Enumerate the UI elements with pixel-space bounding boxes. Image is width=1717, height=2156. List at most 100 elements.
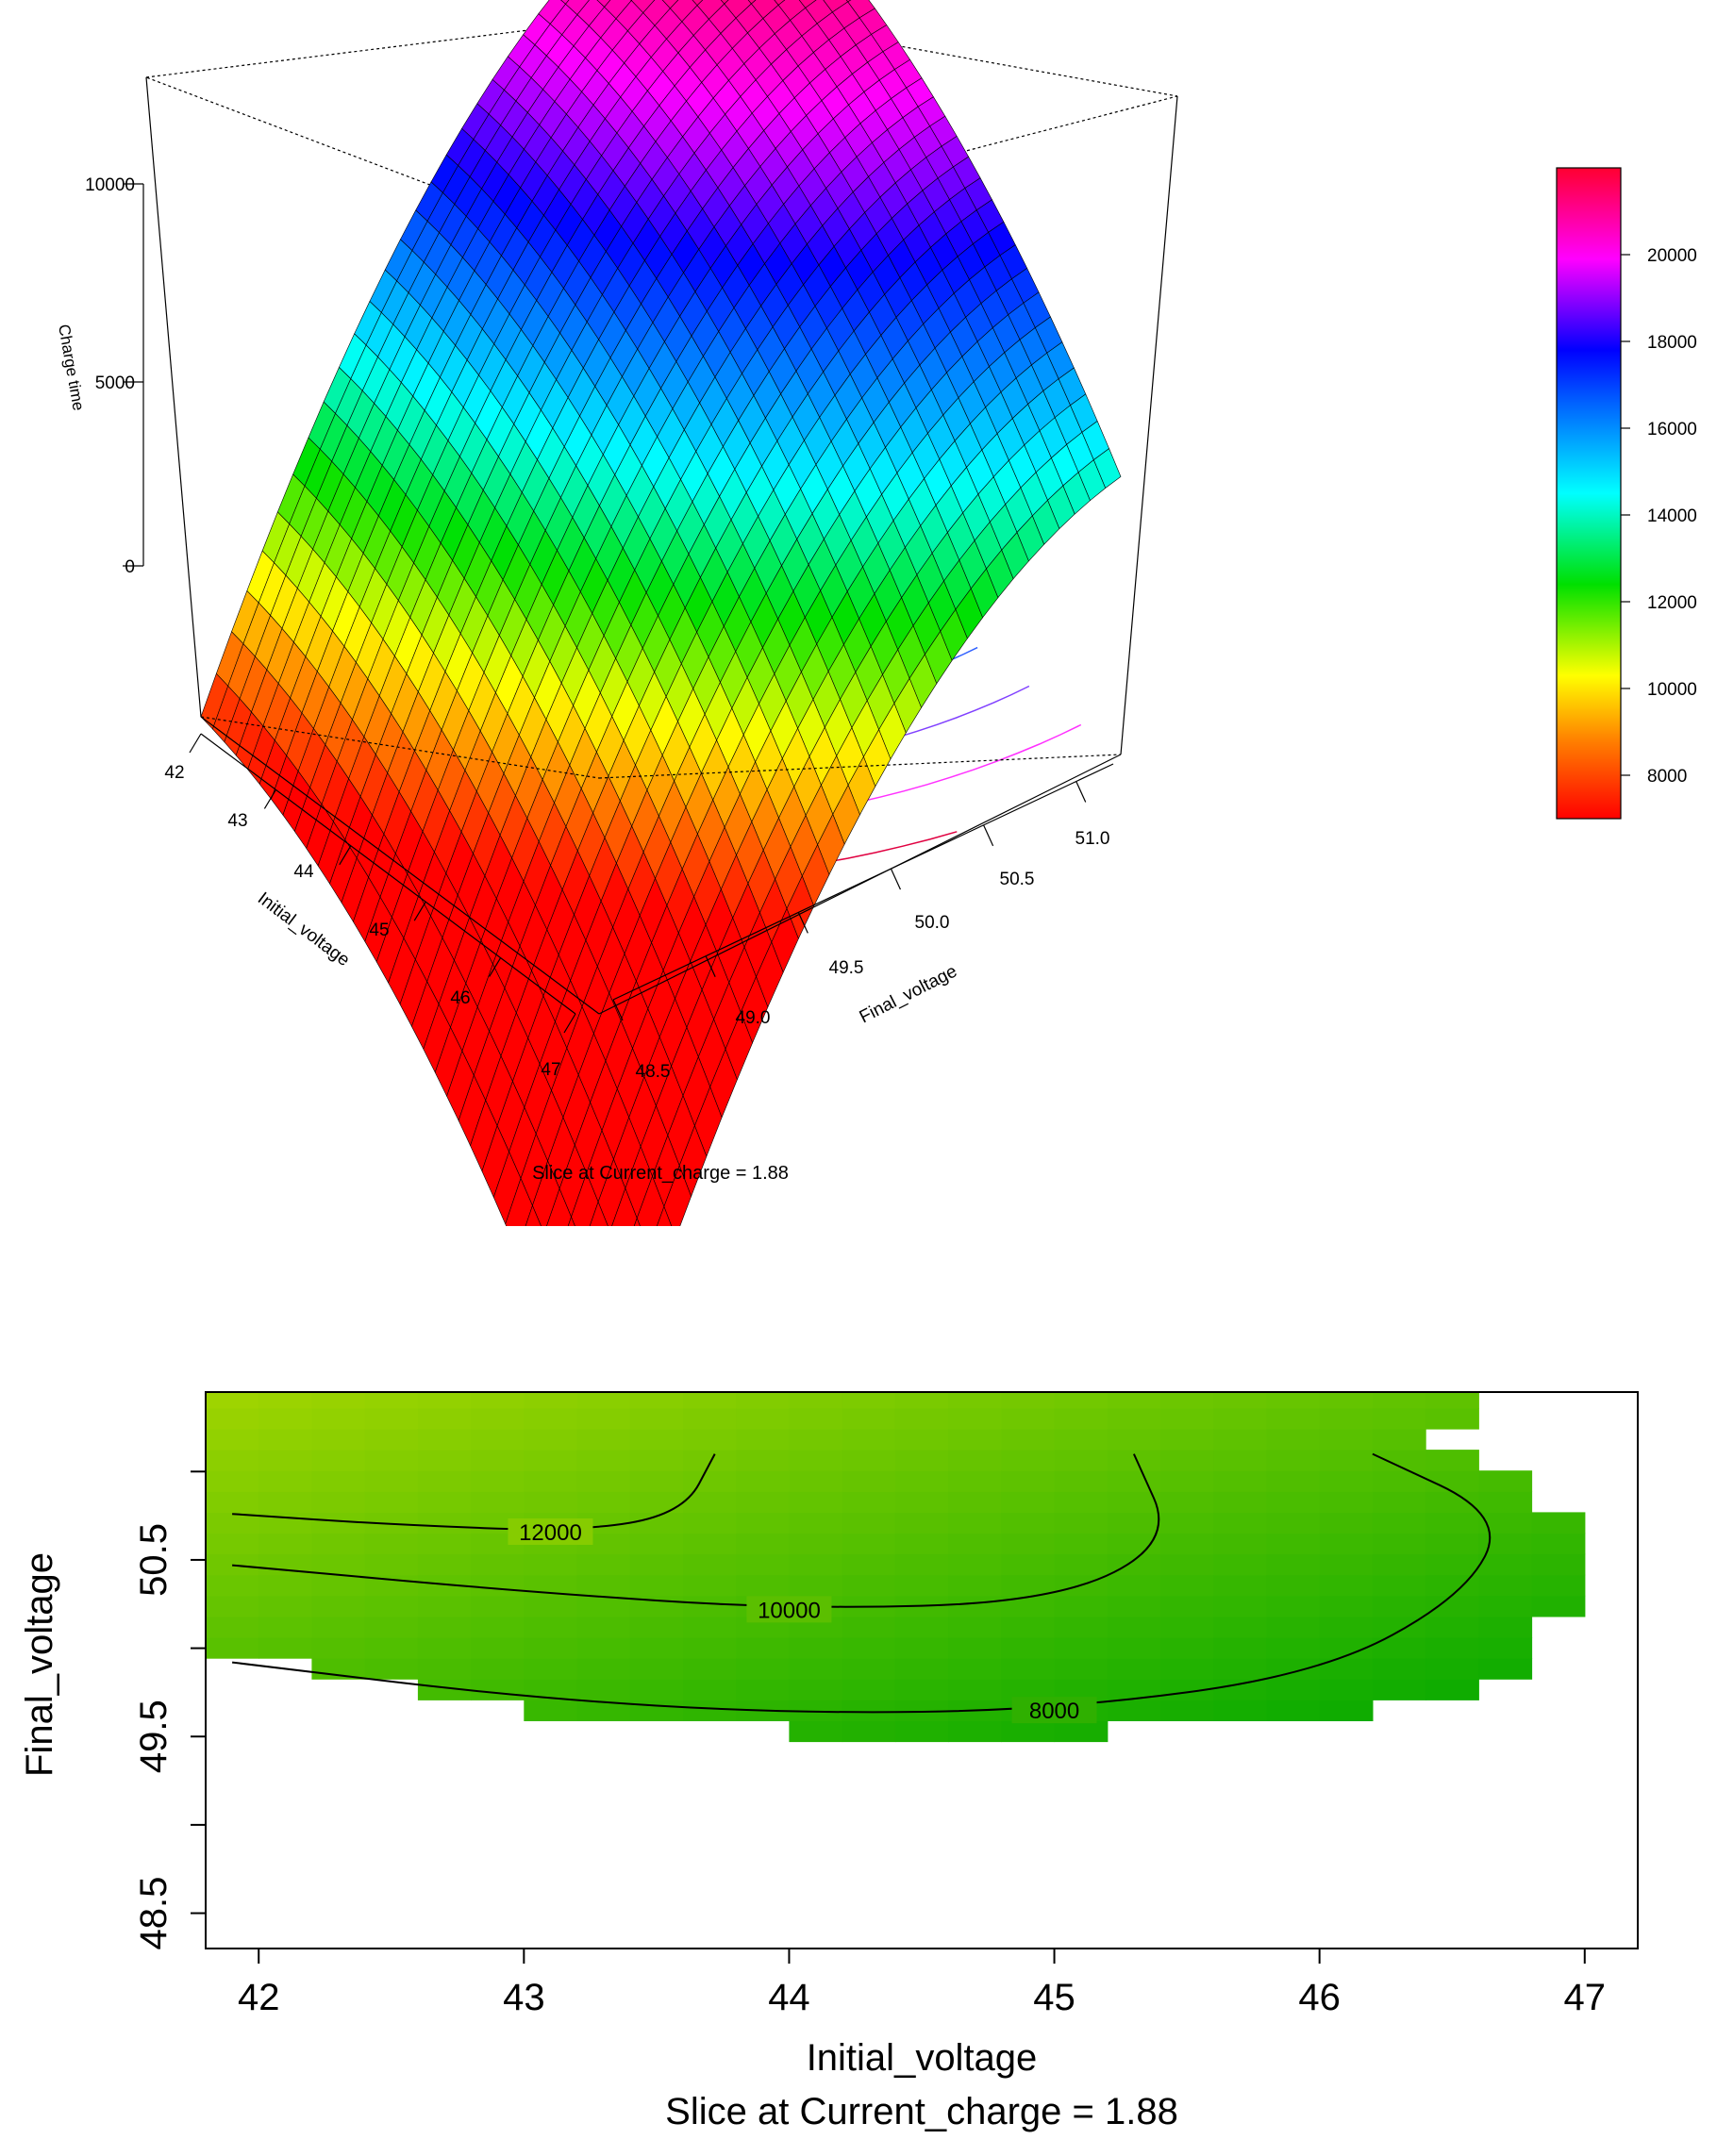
- contour-cell: [736, 1407, 790, 1430]
- contour-cell: [1266, 1450, 1321, 1471]
- contour-cell: [364, 1658, 419, 1680]
- contour-cell: [1107, 1700, 1161, 1721]
- contour-cell: [1372, 1658, 1426, 1680]
- contour-cell: [524, 1637, 578, 1659]
- contour-cell: [842, 1574, 896, 1597]
- surface-facet: [589, 1201, 608, 1226]
- z-tick-label: 5000: [95, 373, 135, 393]
- contour-cell: [1478, 1595, 1533, 1617]
- contour-cell: [736, 1512, 790, 1534]
- contour-cell: [524, 1595, 578, 1617]
- contour-cell: [1160, 1470, 1214, 1492]
- contour-cell: [789, 1720, 843, 1743]
- contour-cell: [206, 1512, 259, 1534]
- contour-cell: [1425, 1574, 1479, 1597]
- contour-cell: [417, 1595, 472, 1617]
- contour-cell: [1160, 1450, 1214, 1471]
- contour-cell: [629, 1700, 684, 1721]
- contour-cell: [524, 1491, 578, 1513]
- contour-cell: [1425, 1407, 1479, 1430]
- x-tick-label: 43: [227, 811, 247, 831]
- contour-cell: [842, 1491, 896, 1513]
- contour-cell: [894, 1637, 949, 1659]
- contour-cell: [948, 1553, 1002, 1576]
- contour-cell: [1160, 1574, 1214, 1597]
- z-tick-label: 10000: [85, 175, 135, 195]
- contour-cell: [206, 1616, 259, 1638]
- contour-cell: [1160, 1392, 1214, 1409]
- contour-cell: [1425, 1533, 1479, 1555]
- contour-cell: [842, 1429, 896, 1451]
- contour-cell: [789, 1470, 843, 1492]
- contour-cell: [948, 1616, 1002, 1638]
- contour-cell: [1319, 1392, 1374, 1409]
- contour-cell: [258, 1470, 312, 1492]
- contour-cell: [1266, 1533, 1321, 1555]
- contour-cell: [629, 1429, 684, 1451]
- contour-cell: [1372, 1533, 1426, 1555]
- contour-cell: [1478, 1658, 1533, 1680]
- contour-cell: [1107, 1533, 1161, 1555]
- contour-cell: [894, 1574, 949, 1597]
- contour-cell: [1425, 1616, 1479, 1638]
- contour-cell: [1372, 1574, 1426, 1597]
- contour-cell: [311, 1595, 366, 1617]
- contour-cell: [206, 1574, 259, 1597]
- contour-cell: [471, 1637, 525, 1659]
- contour-cell: [1054, 1512, 1109, 1534]
- contour-cell: [524, 1658, 578, 1680]
- colorbar: 8000 10000 12000 14000 16000 18000 20000: [1556, 167, 1697, 820]
- contour-cell: [576, 1392, 631, 1409]
- x-tick-label: 42: [164, 763, 184, 783]
- contour-cell: [789, 1553, 843, 1576]
- contour-cell: [471, 1470, 525, 1492]
- contour-cell: [1107, 1658, 1161, 1680]
- surface-facet: [567, 1216, 575, 1226]
- contour-cell: [683, 1595, 737, 1617]
- contour-cell: [576, 1553, 631, 1576]
- contour-cell: [1266, 1679, 1321, 1700]
- contour-cell: [471, 1595, 525, 1617]
- contour-cell: [258, 1637, 312, 1659]
- y-tick-label: 48.5: [636, 1062, 671, 1082]
- contour-cell: [948, 1679, 1002, 1700]
- contour-cell: [206, 1470, 259, 1492]
- contour-cell: [948, 1533, 1002, 1555]
- contour-cell: [789, 1512, 843, 1534]
- contour-cell: [1054, 1392, 1109, 1409]
- contour-cell: [948, 1470, 1002, 1492]
- contour-cell: [629, 1616, 684, 1638]
- contour-cell: [1425, 1658, 1479, 1680]
- contour-cell: [1054, 1658, 1109, 1680]
- contour-cell: [842, 1392, 896, 1409]
- contour-cell: [471, 1450, 525, 1471]
- contour-cell: [364, 1407, 419, 1430]
- contour-label-bg: [508, 1517, 593, 1545]
- contour-cell: [1001, 1407, 1056, 1430]
- contour-cell: [1213, 1512, 1267, 1534]
- y-tick: [1075, 781, 1087, 803]
- contour-cell: [948, 1491, 1002, 1513]
- contour-cell: [364, 1616, 419, 1638]
- contour-cell: [1213, 1450, 1267, 1471]
- contour-cell: [842, 1616, 896, 1638]
- contour-cell: [1478, 1553, 1533, 1576]
- contour-cell: [629, 1679, 684, 1700]
- surface-box-front: [200, 716, 1122, 1015]
- contour-cell: [311, 1450, 366, 1471]
- contour-cell: [1001, 1574, 1056, 1597]
- contour-cell: [364, 1392, 419, 1409]
- contour-cell: [364, 1553, 419, 1576]
- contour-cell: [311, 1470, 366, 1492]
- contour-cell: [1531, 1553, 1586, 1576]
- y-tick-label: 49.5: [133, 1700, 175, 1773]
- contour-cell: [1160, 1491, 1214, 1513]
- contour-cell: [789, 1700, 843, 1721]
- contour-cell: [1478, 1533, 1533, 1555]
- y-tick: [797, 912, 808, 934]
- contour-cell: [471, 1491, 525, 1513]
- contour-cell: [1319, 1616, 1374, 1638]
- contour-cell: [258, 1574, 312, 1597]
- contour-cell: [1319, 1658, 1374, 1680]
- contour-cell: [1425, 1637, 1479, 1659]
